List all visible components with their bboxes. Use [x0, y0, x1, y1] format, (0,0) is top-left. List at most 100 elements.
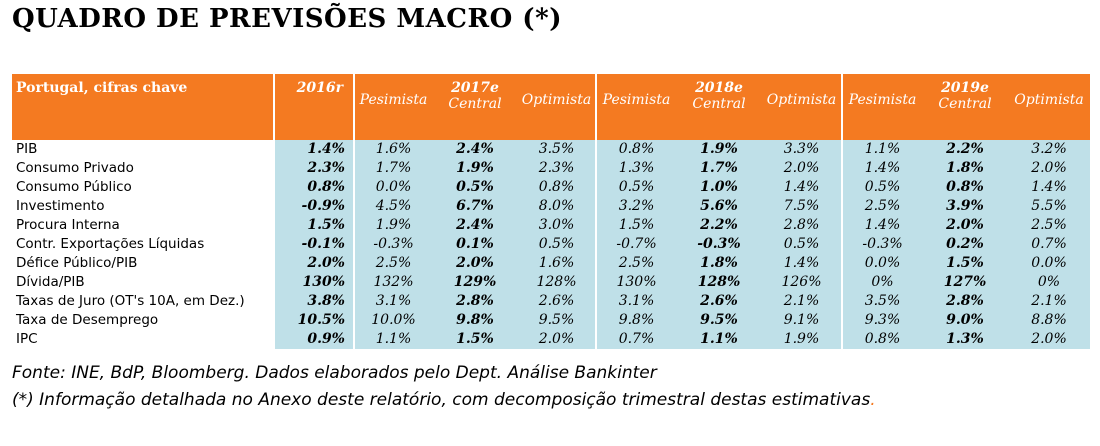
- header-2019-pessimist: Pesimista: [841, 74, 922, 140]
- header-2019-central: 2019e Central: [922, 74, 1008, 140]
- cell-optimist: 3.3%: [762, 140, 842, 159]
- cell-pessimist: 0.8%: [841, 330, 922, 349]
- cell-central: 128%: [676, 273, 762, 292]
- page-title: QUADRO DE PREVISÕES MACRO (*): [12, 4, 563, 34]
- cell-central: 0.8%: [922, 178, 1008, 197]
- header-2019-optimist: Optimista: [1008, 74, 1090, 140]
- cell-optimist: 2.0%: [762, 159, 842, 178]
- cell-optimist: 1.9%: [762, 330, 842, 349]
- cell-central: 9.5%: [676, 311, 762, 330]
- header-2018-year: 2018e: [695, 80, 743, 96]
- cell-2016: 0.8%: [273, 178, 355, 197]
- header-2019-central-label: Central: [938, 96, 992, 112]
- notes: Fonte: INE, BdP, Bloomberg. Dados elabor…: [12, 360, 876, 414]
- header-2016: 2016r: [273, 74, 355, 140]
- header-2017-central: 2017e Central: [432, 74, 518, 140]
- cell-pessimist: 1.4%: [841, 159, 922, 178]
- cell-optimist: 0.5%: [518, 235, 596, 254]
- cell-optimist: 128%: [518, 273, 596, 292]
- cell-pessimist: 2.5%: [595, 254, 676, 273]
- cell-pessimist: 3.2%: [595, 197, 676, 216]
- cell-optimist: 2.0%: [518, 330, 596, 349]
- cell-central: 0.5%: [432, 178, 518, 197]
- cell-pessimist: 9.3%: [841, 311, 922, 330]
- cell-pessimist: 2.5%: [841, 197, 922, 216]
- footnote-text: (*) Informação detalhada no Anexo deste …: [12, 390, 871, 410]
- cell-central: 2.2%: [676, 216, 762, 235]
- row-label: Contr. Exportações Líquidas: [12, 235, 274, 254]
- table-row: Investimento -0.9% 4.5% 6.7% 8.0% 3.2% 5.6% 7.5…: [12, 197, 1090, 216]
- cell-pessimist: 0.8%: [595, 140, 676, 159]
- cell-pessimist: 0%: [841, 273, 922, 292]
- cell-central: 1.7%: [676, 159, 762, 178]
- row-label: PIB: [12, 140, 274, 159]
- cell-central: 2.8%: [922, 292, 1008, 311]
- cell-optimist: 2.6%: [518, 292, 596, 311]
- cell-optimist: 1.6%: [518, 254, 596, 273]
- cell-central: 1.3%: [922, 330, 1008, 349]
- header-2018-pessimist: Pesimista: [595, 74, 676, 140]
- cell-optimist: 0.8%: [518, 178, 596, 197]
- cell-pessimist: 9.8%: [595, 311, 676, 330]
- header-2017-year: 2017e: [451, 80, 499, 96]
- table-row: PIB 1.4% 1.6% 2.4% 3.5% 0.8% 1.9% 3.3% 1.1% 2.2% 3…: [12, 140, 1090, 159]
- cell-central: 3.9%: [922, 197, 1008, 216]
- table-row: Consumo Público 0.8% 0.0% 0.5% 0.8% 0.5% 1.0% 1…: [12, 178, 1090, 197]
- cell-central: 2.4%: [432, 140, 518, 159]
- cell-optimist: 126%: [762, 273, 842, 292]
- cell-pessimist: 0.7%: [595, 330, 676, 349]
- row-label: Procura Interna: [12, 216, 274, 235]
- table-row: IPC 0.9% 1.1% 1.5% 2.0% 0.7% 1.1% 1.9% 0.8% 1.3% 2…: [12, 330, 1090, 349]
- cell-pessimist: 1.4%: [841, 216, 922, 235]
- cell-2016: 0.9%: [273, 330, 355, 349]
- cell-central: 1.0%: [676, 178, 762, 197]
- cell-2016: 130%: [273, 273, 355, 292]
- cell-central: 2.4%: [432, 216, 518, 235]
- cell-central: 1.1%: [676, 330, 762, 349]
- table-row: Taxas de Juro (OT's 10A, em Dez.) 3.8% 3.1…: [12, 292, 1090, 311]
- cell-optimist: 3.5%: [518, 140, 596, 159]
- cell-optimist: 3.2%: [1008, 140, 1090, 159]
- cell-central: 1.9%: [676, 140, 762, 159]
- table-row: Procura Interna 1.5% 1.9% 2.4% 3.0% 1.5% 2.2% 2…: [12, 216, 1090, 235]
- cell-optimist: 7.5%: [762, 197, 842, 216]
- cell-pessimist: 1.1%: [353, 330, 432, 349]
- row-label: IPC: [12, 330, 274, 349]
- cell-optimist: 0%: [1008, 273, 1090, 292]
- cell-pessimist: 1.7%: [353, 159, 432, 178]
- cell-pessimist: -0.7%: [595, 235, 676, 254]
- table-row: Contr. Exportações Líquidas -0.1% -0.3% 0.1…: [12, 235, 1090, 254]
- row-label: Dívida/PIB: [12, 273, 274, 292]
- cell-optimist: 2.5%: [1008, 216, 1090, 235]
- cell-optimist: 5.5%: [1008, 197, 1090, 216]
- cell-central: 2.0%: [432, 254, 518, 273]
- cell-pessimist: 0.0%: [841, 254, 922, 273]
- cell-optimist: 2.0%: [1008, 159, 1090, 178]
- header-label: Portugal, cifras chave: [12, 74, 274, 140]
- cell-central: 2.0%: [922, 216, 1008, 235]
- table-row: Dívida/PIB 130% 132% 129% 128% 130% 128% 126% 0%…: [12, 273, 1090, 292]
- cell-optimist: 2.3%: [518, 159, 596, 178]
- cell-pessimist: 0.5%: [841, 178, 922, 197]
- cell-optimist: 3.0%: [518, 216, 596, 235]
- source-note: Fonte: INE, BdP, Bloomberg. Dados elabor…: [12, 363, 657, 383]
- cell-central: 6.7%: [432, 197, 518, 216]
- cell-central: 2.2%: [922, 140, 1008, 159]
- table-row: Consumo Privado 2.3% 1.7% 1.9% 2.3% 1.3% 1.7% 2…: [12, 159, 1090, 178]
- header-2017-central-label: Central: [448, 96, 502, 112]
- row-label: Défice Público/PIB: [12, 254, 274, 273]
- cell-2016: 10.5%: [273, 311, 355, 330]
- cell-central: -0.3%: [676, 235, 762, 254]
- cell-central: 9.0%: [922, 311, 1008, 330]
- cell-optimist: 0.7%: [1008, 235, 1090, 254]
- table-row: Taxa de Desemprego 10.5% 10.0% 9.8% 9.5% 9.8%…: [12, 311, 1090, 330]
- cell-pessimist: 2.5%: [353, 254, 432, 273]
- cell-2016: 1.5%: [273, 216, 355, 235]
- cell-2016: 1.4%: [273, 140, 355, 159]
- cell-central: 1.5%: [432, 330, 518, 349]
- cell-central: 2.8%: [432, 292, 518, 311]
- cell-optimist: 0.5%: [762, 235, 842, 254]
- cell-2016: 3.8%: [273, 292, 355, 311]
- cell-central: 127%: [922, 273, 1008, 292]
- cell-pessimist: -0.3%: [841, 235, 922, 254]
